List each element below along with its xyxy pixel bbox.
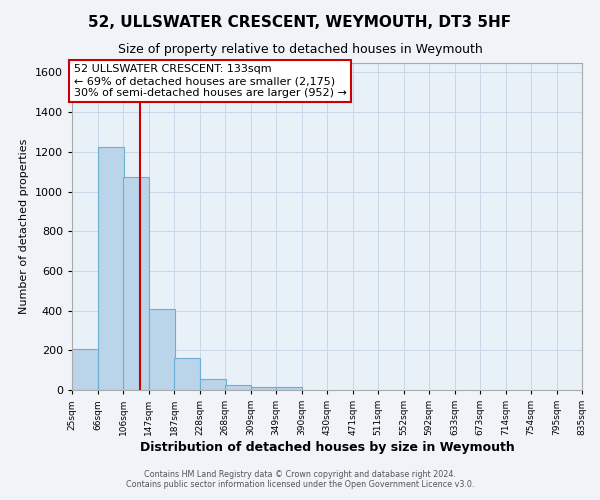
Text: 52 ULLSWATER CRESCENT: 133sqm
← 69% of detached houses are smaller (2,175)
30% o: 52 ULLSWATER CRESCENT: 133sqm ← 69% of d…: [74, 64, 347, 98]
Bar: [98, 147, 124, 390]
X-axis label: Distribution of detached houses by size in Weymouth: Distribution of detached houses by size …: [140, 441, 514, 454]
Text: Size of property relative to detached houses in Weymouth: Size of property relative to detached ho…: [118, 42, 482, 56]
Bar: [174, 358, 200, 390]
Text: 52, ULLSWATER CRESCENT, WEYMOUTH, DT3 5HF: 52, ULLSWATER CRESCENT, WEYMOUTH, DT3 5H…: [88, 15, 512, 30]
Bar: [200, 379, 226, 390]
Bar: [72, 350, 98, 390]
Bar: [149, 308, 175, 390]
Bar: [276, 387, 302, 390]
Bar: [225, 385, 251, 390]
Y-axis label: Number of detached properties: Number of detached properties: [19, 138, 29, 314]
Bar: [123, 176, 149, 390]
Bar: [251, 387, 277, 390]
Text: Contains HM Land Registry data © Crown copyright and database right 2024.
Contai: Contains HM Land Registry data © Crown c…: [126, 470, 474, 489]
